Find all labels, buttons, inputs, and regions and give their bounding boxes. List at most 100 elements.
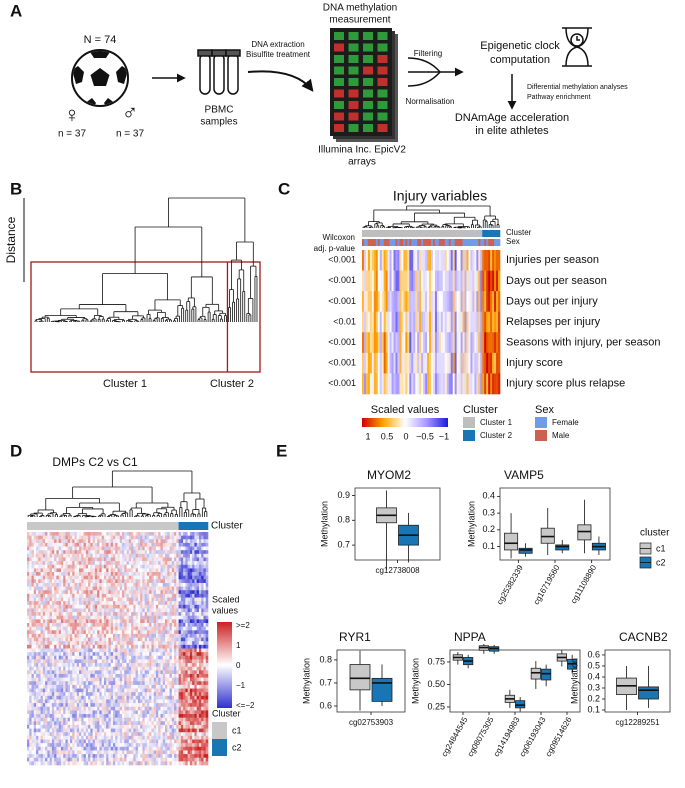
heatmap-cell: [56, 608, 59, 613]
heatmap-cell: [438, 250, 442, 271]
heatmap-cell: [108, 684, 112, 689]
heatmap-cell: [126, 612, 130, 617]
heatmap-cell: [99, 564, 102, 569]
heatmap-cell: [153, 553, 157, 558]
heatmap-cell: [167, 553, 170, 558]
heatmap-cell: [108, 648, 112, 653]
label: Injury variables: [393, 188, 487, 204]
heatmap-cell: [92, 619, 96, 624]
heatmap-cell: [171, 535, 175, 540]
heatmap-cell: [151, 604, 154, 609]
heatmap-cell: [171, 542, 175, 547]
heatmap-cell: [135, 597, 139, 602]
heatmap-cell: [128, 586, 132, 591]
heatmap-cell: [395, 311, 398, 333]
heatmap-cell: [36, 615, 39, 620]
annotation-cell: [192, 522, 195, 530]
heatmap-cell: [54, 615, 57, 620]
heatmap-cell: [176, 673, 179, 678]
annotation-cell: [488, 239, 491, 246]
heatmap-cell: [97, 612, 100, 617]
heatmap-cell: [135, 564, 139, 569]
heatmap-cell: [448, 373, 452, 395]
heatmap-cell: [146, 539, 150, 544]
heatmap-cell: [198, 561, 202, 566]
heatmap-cell: [92, 677, 96, 682]
heatmap-cell: [178, 670, 182, 675]
heatmap-cell: [81, 586, 84, 591]
heatmap-cell: [144, 659, 148, 664]
heatmap-cell: [115, 612, 118, 617]
heatmap-cell: [79, 666, 82, 671]
heatmap-cell: [158, 557, 161, 562]
heatmap-cell: [153, 575, 157, 580]
heatmap-cell: [56, 615, 59, 620]
heatmap-cell: [401, 250, 404, 271]
heatmap-cell: [99, 623, 102, 627]
annotation-cell: [379, 230, 383, 237]
heatmap-cell: [99, 659, 102, 664]
heatmap-cell: [171, 561, 175, 566]
heatmap-cell: [74, 593, 78, 598]
heatmap-cell: [363, 270, 367, 292]
heatmap-cell: [137, 623, 141, 627]
heatmap-cell: [363, 250, 367, 271]
heatmap-cell: [58, 593, 62, 598]
heatmap-cell: [201, 673, 204, 678]
heatmap-cell: [174, 535, 177, 540]
heatmap-cell: [112, 542, 116, 547]
annotation-cell: [131, 522, 134, 530]
heatmap-cell: [158, 663, 161, 668]
heatmap-cell: [171, 641, 175, 646]
heatmap-cell: [119, 590, 123, 595]
heatmap-cell: [124, 663, 127, 668]
heatmap-cell: [201, 539, 204, 544]
heatmap-cell: [480, 250, 483, 271]
heatmap-cell: [135, 608, 139, 613]
heatmap-cell: [108, 633, 112, 638]
heatmap-cell: [60, 684, 64, 689]
heatmap-cell: [97, 557, 100, 562]
heatmap-cell: [58, 532, 62, 536]
heatmap-cell: [180, 659, 184, 664]
heatmap-cell: [79, 655, 82, 660]
heatmap-cell: [69, 652, 73, 657]
heatmap-cell: [403, 311, 406, 333]
heatmap-cell: [108, 673, 112, 678]
heatmap-cell: [144, 655, 148, 660]
heatmap-cell: [201, 579, 204, 584]
heatmap-cell: [40, 542, 44, 547]
heatmap-cell: [99, 539, 102, 544]
heatmap-cell: [63, 601, 66, 606]
heatmap-cell: [205, 655, 209, 660]
heatmap-cell: [482, 332, 485, 354]
heatmap-cell: [33, 633, 37, 638]
heatmap-cell: [60, 612, 64, 617]
heatmap-cell: [126, 615, 130, 620]
heatmap-cell: [117, 641, 121, 646]
heatmap-cell: [83, 630, 87, 635]
heatmap-cell: [101, 575, 105, 580]
heatmap-cell: [124, 633, 127, 638]
heatmap-cell: [112, 593, 116, 598]
heatmap-cell: [472, 352, 475, 374]
heatmap-cell: [137, 655, 141, 660]
heatmap-cell: [27, 532, 30, 536]
heatmap-cell: [72, 582, 75, 587]
heatmap-cell: [468, 332, 471, 354]
heatmap-cell: [76, 604, 80, 609]
heatmap-cell: [76, 590, 80, 595]
heatmap-cell: [90, 564, 93, 569]
heatmap-cell: [454, 311, 457, 333]
heatmap-cell: [365, 250, 369, 271]
heatmap-cell: [171, 568, 175, 573]
heatmap-cell: [106, 561, 109, 566]
annotation-cell: [162, 522, 166, 530]
heatmap-cell: [45, 564, 48, 569]
heatmap-cell: [85, 597, 89, 602]
heatmap-cell: [90, 641, 93, 646]
heatmap-cell: [81, 684, 84, 689]
heatmap-cell: [85, 608, 89, 613]
heatmap-cell: [69, 557, 73, 562]
heatmap-cell: [133, 575, 136, 580]
